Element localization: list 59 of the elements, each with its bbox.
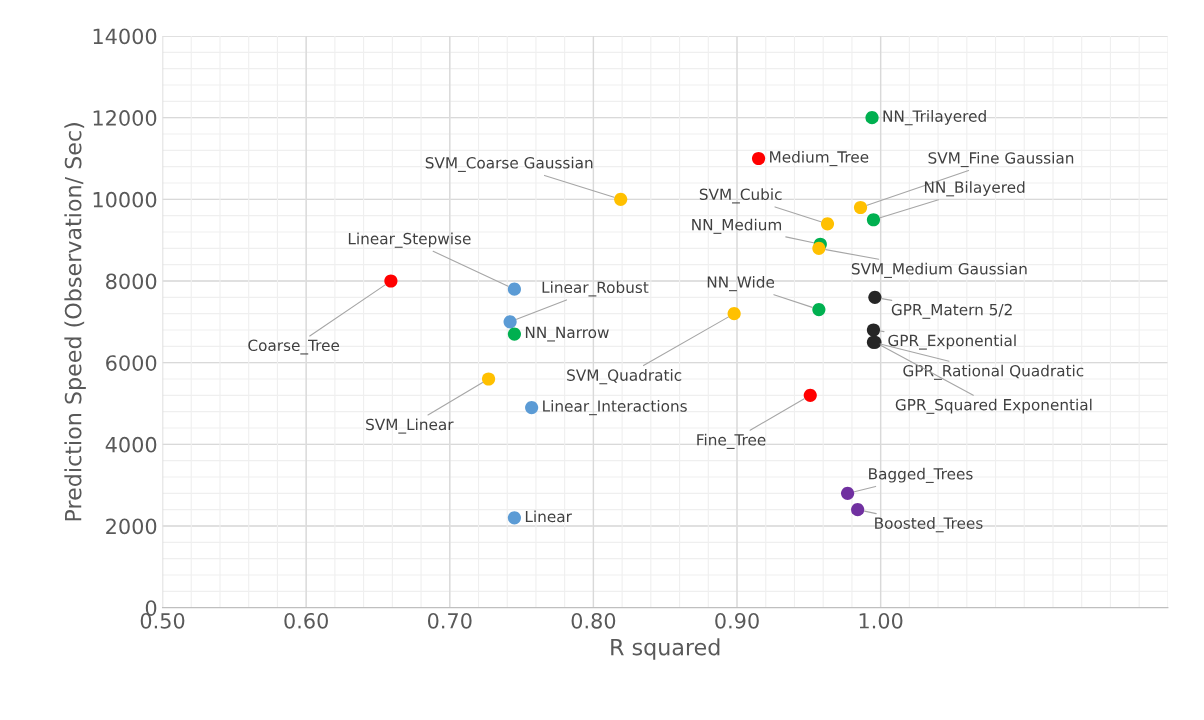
y-tick-label: 14000 bbox=[93, 28, 157, 45]
y-tick-label: 2000 bbox=[106, 518, 157, 535]
annotation: GPR_Rational Quadratic bbox=[903, 364, 1084, 380]
annotation: Linear_Stepwise bbox=[348, 232, 471, 248]
y-tick-label: 12000 bbox=[93, 110, 157, 126]
annotation: SVM_Medium Gaussian bbox=[851, 262, 1027, 278]
point bbox=[866, 213, 881, 227]
point bbox=[866, 323, 881, 337]
x-axis-title: R squared bbox=[611, 638, 720, 660]
annotation: SVM_Coarse Gaussian bbox=[425, 156, 593, 172]
x-tick-label: 0.60 bbox=[284, 612, 328, 629]
annotation: SVM_Linear bbox=[366, 418, 454, 434]
y-tick-label: 8000 bbox=[106, 273, 157, 290]
point bbox=[803, 388, 817, 402]
annotation: Coarse_Tree bbox=[248, 339, 340, 355]
annotation: NN_Bilayered bbox=[924, 181, 1025, 197]
x-tick-label: 0.70 bbox=[427, 612, 472, 629]
point bbox=[727, 307, 741, 321]
x-tick-label: 0.80 bbox=[571, 612, 616, 629]
point bbox=[820, 217, 835, 231]
annotation: Fine_Tree bbox=[697, 433, 766, 449]
annotation: NN_Wide bbox=[707, 275, 775, 292]
annotation: Bagged_Trees bbox=[869, 467, 973, 483]
point bbox=[751, 151, 766, 166]
annotation: NN_Medium bbox=[692, 218, 782, 234]
point bbox=[507, 327, 521, 341]
point bbox=[507, 282, 521, 296]
annotation: Linear_Robust bbox=[542, 281, 649, 297]
point bbox=[503, 315, 517, 329]
point bbox=[841, 486, 855, 500]
annotation: SVM_Quadratic bbox=[567, 369, 682, 385]
y-tick-label: 6000 bbox=[106, 355, 157, 371]
annotation: Linear bbox=[525, 510, 572, 523]
annotation: Medium_Tree bbox=[770, 150, 869, 167]
y-tick-label: 4000 bbox=[105, 436, 157, 453]
point bbox=[481, 372, 496, 386]
annotation: SVM_Fine Gaussian bbox=[928, 151, 1074, 168]
x-tick-label: 0.90 bbox=[715, 612, 759, 629]
point bbox=[851, 503, 865, 517]
point bbox=[507, 511, 521, 525]
y-axis-title: Prediction Speed (Observation/ Sec) bbox=[64, 123, 86, 521]
point bbox=[868, 290, 882, 304]
annotation: Linear_Interactions bbox=[543, 399, 687, 416]
annotation: GPR_Matern 5/2 bbox=[891, 303, 1012, 319]
annotation: SVM_Cubic bbox=[699, 188, 782, 204]
point bbox=[525, 401, 539, 415]
annotation: GPR_Squared Exponential bbox=[895, 398, 1092, 414]
point bbox=[812, 241, 826, 255]
point bbox=[853, 200, 868, 215]
point bbox=[614, 192, 628, 206]
point bbox=[812, 303, 826, 317]
annotation: GPR_Exponential bbox=[888, 334, 1016, 350]
point bbox=[384, 274, 398, 288]
y-tick-label: 10000 bbox=[93, 191, 157, 208]
annotation: Boosted_Trees bbox=[875, 517, 983, 533]
x-tick-label: 1.00 bbox=[859, 612, 903, 629]
annotation: NN_Trilayered bbox=[883, 110, 986, 126]
point bbox=[865, 111, 879, 125]
annotation: NN_Narrow bbox=[525, 326, 609, 342]
